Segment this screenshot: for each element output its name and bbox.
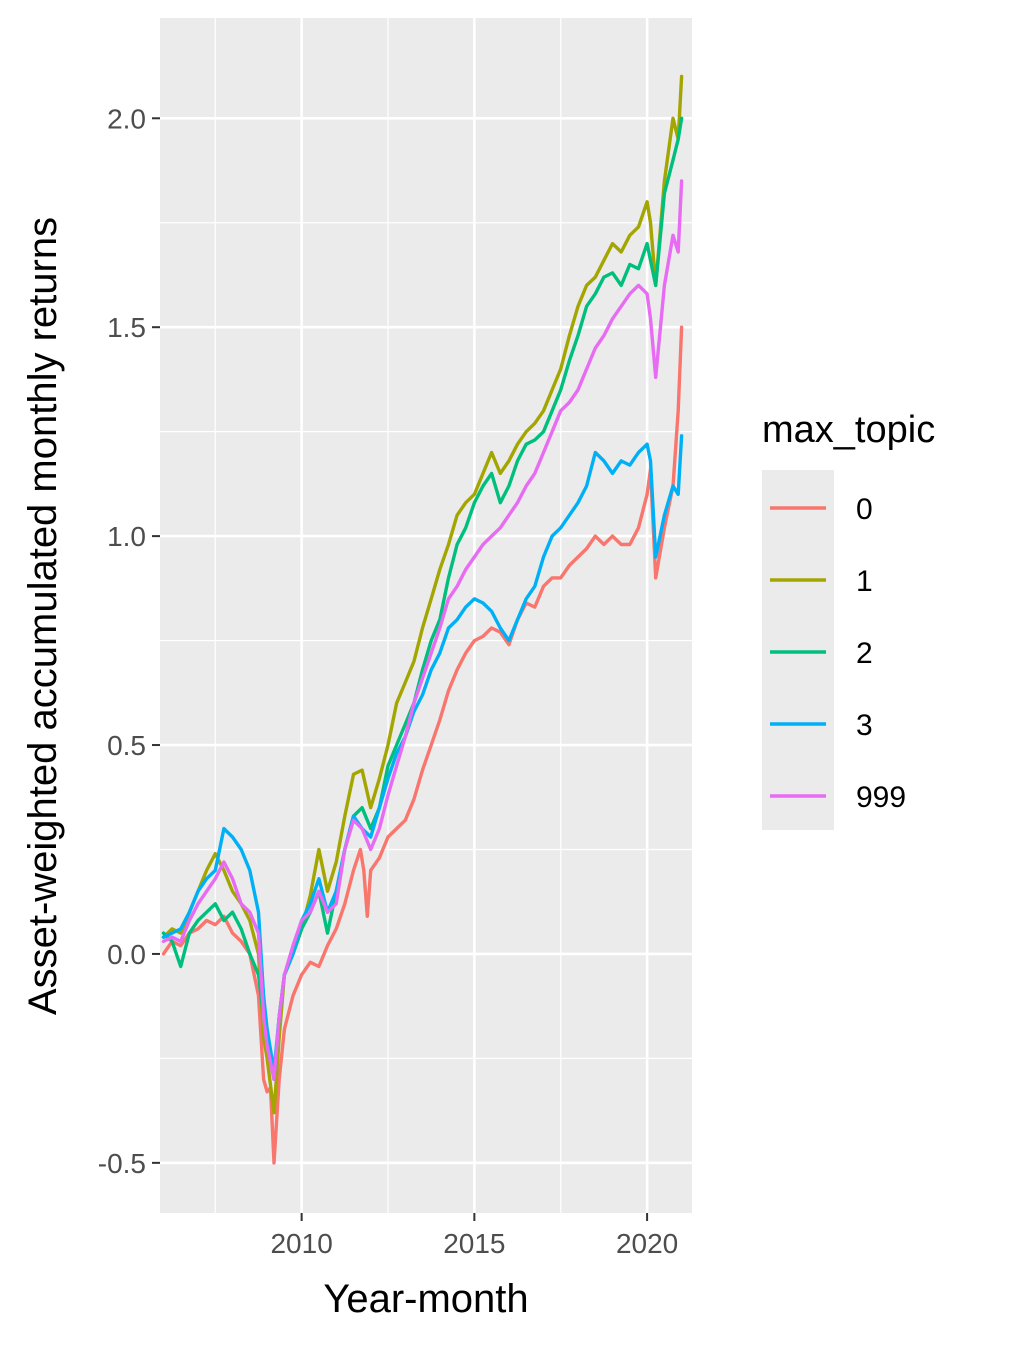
y-tick-label: 0.0 [107, 939, 146, 970]
series-line-999 [161, 179, 684, 1082]
legend-items: 0 1 2 3 999 [770, 493, 906, 814]
y-axis: -0.5 0.0 0.5 1.0 1.5 2.0 [98, 103, 160, 1179]
x-tick-label: 2015 [443, 1228, 505, 1259]
series-lines [161, 74, 684, 1165]
x-tick-label: 2010 [270, 1228, 332, 1259]
series-line-3 [161, 434, 684, 1073]
legend-label-3: 3 [856, 709, 873, 742]
legend-label-1: 1 [856, 565, 873, 598]
y-axis-title: Asset-weighted accumulated monthly retur… [21, 217, 65, 1015]
y-tick-label: 1.5 [107, 312, 146, 343]
series-line-1 [161, 74, 684, 1115]
y-tick-label: 2.0 [107, 103, 146, 134]
series-line-0 [161, 325, 684, 1165]
minor-gridlines [160, 18, 692, 1213]
legend-label-2: 2 [856, 637, 873, 670]
legend-title: max_topic [762, 409, 935, 451]
y-tick-label: -0.5 [98, 1148, 146, 1179]
legend-key-background [762, 470, 834, 830]
x-axis-title: Year-month [323, 1277, 528, 1321]
y-tick-label: 1.0 [107, 521, 146, 552]
legend-label-999: 999 [856, 781, 906, 814]
y-tick-label: 0.5 [107, 730, 146, 761]
x-tick-label: 2020 [616, 1228, 678, 1259]
legend-label-0: 0 [856, 493, 873, 526]
x-axis: 2010 2015 2020 [270, 1213, 678, 1259]
legend: max_topic 0 1 2 3 999 [762, 409, 935, 830]
major-gridlines [160, 18, 692, 1213]
series-line-2 [161, 116, 684, 1082]
